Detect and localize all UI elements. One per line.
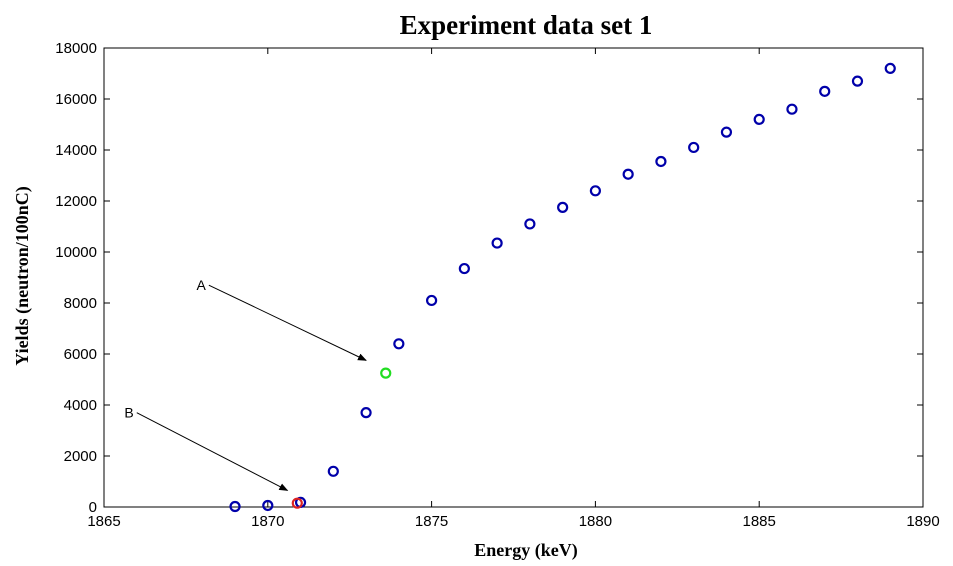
x-tick-label: 1880 [579, 513, 612, 530]
y-tick-label: 0 [89, 499, 97, 516]
x-axis: 1865 1870 1875 1880 1885 1890 [87, 48, 940, 530]
y-tick-label: 18000 [55, 40, 97, 57]
data-point [589, 185, 602, 197]
x-tick-label: 1890 [906, 513, 939, 530]
y-tick-label: 6000 [64, 346, 97, 363]
annotation-label: A [196, 277, 206, 293]
data-point [622, 168, 634, 180]
data-point [380, 367, 392, 379]
y-tick-label: 4000 [64, 397, 97, 414]
data-point [458, 262, 470, 275]
data-point [655, 155, 667, 168]
annotations: AB [124, 277, 367, 491]
data-point [360, 407, 372, 419]
data-point [262, 499, 274, 512]
y-tick-label: 10000 [55, 244, 97, 261]
data-point [720, 126, 733, 138]
y-tick-label: 2000 [64, 448, 97, 465]
x-tick-label: 1885 [743, 513, 776, 530]
data-point [557, 201, 569, 213]
data-point [524, 218, 536, 230]
y-tick-label: 14000 [55, 142, 97, 159]
data-point [393, 338, 405, 350]
x-tick-label: 1875 [415, 513, 448, 530]
y-axis: 0 2000 4000 6000 8000 10000 12000 14000 16000 180… [55, 40, 923, 516]
data-point [753, 113, 765, 126]
annotation-arrow [208, 284, 367, 361]
data-point [884, 62, 896, 75]
y-tick-label: 12000 [55, 193, 97, 210]
chart-title: Experiment data set 1 [400, 10, 653, 40]
data-point [291, 497, 303, 509]
annotation-label: B [124, 405, 133, 421]
data-point [786, 103, 798, 115]
x-tick-label: 1865 [87, 513, 120, 530]
data-point [819, 85, 831, 97]
data-point [327, 465, 339, 477]
plot-area [103, 47, 924, 508]
data-point [491, 237, 503, 249]
data-point [851, 75, 864, 87]
x-axis-label: Energy (keV) [474, 540, 577, 561]
y-axis-label: Yields (neutron/100nC) [12, 186, 33, 366]
data-point [229, 500, 241, 513]
data-points [229, 62, 896, 513]
data-point [688, 141, 700, 154]
x-tick-label: 1870 [251, 513, 284, 530]
data-point [426, 294, 438, 307]
y-tick-label: 16000 [55, 91, 97, 108]
annotation-arrow [136, 412, 289, 491]
y-tick-label: 8000 [64, 295, 97, 312]
